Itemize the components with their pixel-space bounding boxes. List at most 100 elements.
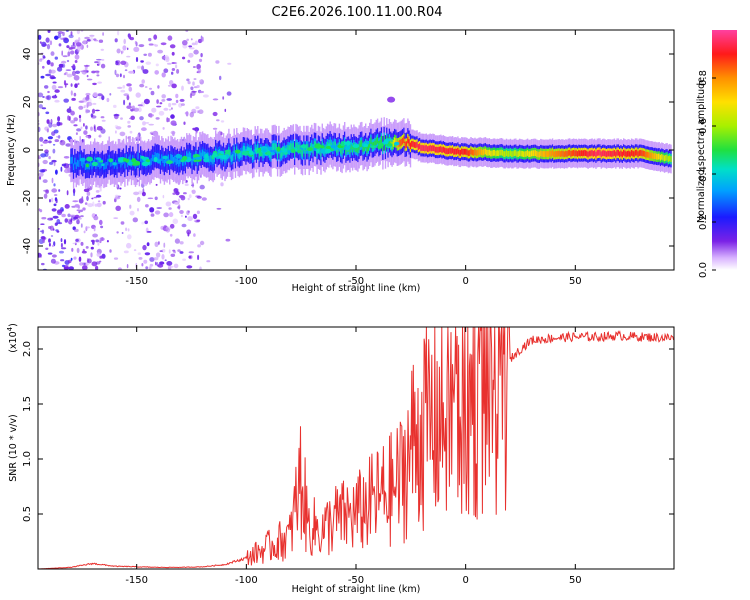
spectrogram-noise-blob xyxy=(73,75,80,81)
spectrogram-noise-blob xyxy=(138,257,143,260)
spectrogram-ridge-cell xyxy=(150,158,152,165)
spectrogram-noise-blob xyxy=(70,50,75,55)
spectrogram-ridge-cell xyxy=(586,150,588,157)
spectrogram-ridge-cell xyxy=(519,150,521,157)
spectrogram-noise-blob xyxy=(167,265,174,268)
spectrogram-blob xyxy=(330,144,336,149)
spectrogram-ridge-cell xyxy=(553,151,555,158)
spectrogram-blob xyxy=(131,158,137,163)
spectrogram-ridge-cell xyxy=(359,140,362,148)
spectrogram-noise-blob xyxy=(50,76,57,79)
spectrogram-noise-blob xyxy=(181,223,187,228)
spectrogram-noise-blob xyxy=(212,111,218,117)
spectrogram-noise-blob xyxy=(106,240,109,243)
spectrogram-noise-blob xyxy=(69,106,71,109)
spectrogram-ridge-cell xyxy=(605,151,608,158)
spectrogram-ridge-cell xyxy=(366,146,368,153)
spectrogram-noise-blob xyxy=(83,104,88,108)
spectrogram-noise-blob xyxy=(100,63,106,69)
spectrogram-noise-blob xyxy=(57,31,64,34)
spectrogram-ridge-cell xyxy=(411,141,413,147)
spectrogram-noise-blob xyxy=(96,252,101,257)
spectrogram-noise-blob xyxy=(126,55,131,58)
spectrogram-noise-blob xyxy=(73,124,78,127)
spectrogram-noise-blob xyxy=(72,188,76,194)
spectrogram-noise-blob xyxy=(83,130,88,136)
spectrogram-noise-blob xyxy=(201,197,207,201)
spectrogram-noise-blob xyxy=(128,34,132,40)
spectrogram-noise-blob xyxy=(190,90,196,97)
spectrogram-ridge-cell xyxy=(513,150,516,156)
spectrogram-ridge-cell xyxy=(140,155,142,162)
spectrogram-ridge-cell xyxy=(408,139,410,146)
spectrogram-blob xyxy=(91,161,98,167)
spectrogram-noise-blob xyxy=(50,51,55,56)
spectrogram-blob xyxy=(156,159,161,164)
spectrogram-noise-blob xyxy=(79,209,83,213)
spectrogram-noise-blob xyxy=(79,118,82,123)
spectrogram-noise-blob xyxy=(178,195,185,199)
snr-xlabel: Height of straight line (km) xyxy=(292,584,421,595)
spectrogram-noise-blob xyxy=(155,63,159,67)
spectrogram-noise-blob xyxy=(148,37,152,42)
spectrogram-noise-blob xyxy=(66,73,73,78)
spectrogram-ridge-cell xyxy=(467,150,470,157)
spectrogram-ridge-cell xyxy=(507,151,509,157)
spectrogram-blob xyxy=(180,159,185,163)
spectrogram-noise-blob xyxy=(90,36,93,42)
spectrogram-noise-blob xyxy=(154,70,159,75)
spectrogram-noise-blob xyxy=(88,135,90,139)
spectrogram-blob xyxy=(370,145,377,149)
spectrogram-noise-blob xyxy=(42,54,45,59)
spectrogram-noise-blob xyxy=(54,139,60,143)
spectrogram-blob xyxy=(117,157,125,163)
spectrogram-ridge-cell xyxy=(72,163,75,171)
spectrogram-axes: -150 -100 -50 0 50 -40 -20 0 20 40 xyxy=(22,30,674,287)
spectrogram-noise-blob xyxy=(89,34,95,37)
spectrogram-noise-blob xyxy=(92,102,97,105)
spectrogram-noise-blob xyxy=(115,126,122,130)
spectrogram-blob xyxy=(291,149,296,153)
spectrogram-ridge-cell xyxy=(536,151,538,157)
x-tick-label: 50 xyxy=(569,575,582,586)
spectrogram-noise-blob xyxy=(172,218,179,225)
spectrogram-noise-blob xyxy=(47,30,51,33)
spectrogram-noise-blob xyxy=(42,238,45,244)
spectrogram-ridge-cell xyxy=(638,150,641,156)
spectrogram-noise-blob xyxy=(70,90,73,96)
spectrogram-noise-blob xyxy=(44,85,49,89)
spectrogram-ridge-cell xyxy=(74,157,76,165)
spectrogram-blob xyxy=(386,143,393,147)
spectrogram-blob xyxy=(314,143,322,149)
spectrogram-noise-blob xyxy=(38,126,41,132)
spectrogram-ridge-cell xyxy=(251,153,254,160)
spectrogram-noise-blob xyxy=(158,110,165,116)
spectrogram-noise-blob xyxy=(57,209,63,214)
spectrogram-ridge-cell xyxy=(170,154,172,161)
spectrogram-blob xyxy=(166,160,173,165)
spectrogram-ridge-cell xyxy=(495,150,497,157)
spectrogram-ridge-cell xyxy=(511,151,513,157)
spectrogram-ridge-cell xyxy=(534,150,537,156)
spectrogram-noise-blob xyxy=(71,97,76,101)
spectrogram-noise-blob xyxy=(148,266,152,270)
spectrogram-noise-blob xyxy=(67,51,71,57)
spectrogram-ridge-cell xyxy=(644,151,646,157)
y-tick-label: 20 xyxy=(22,96,33,109)
spectrogram-noise-blob xyxy=(78,211,81,214)
spectrogram-noise-blob xyxy=(155,252,161,258)
spectrogram-noise-blob xyxy=(52,81,57,84)
spectrogram-noise-blob xyxy=(185,111,189,117)
colorbar-label: Normalized spectral amplitude xyxy=(696,77,707,223)
spectrogram-ridge-cell xyxy=(588,150,591,157)
spectrogram-ridge-cell xyxy=(308,150,310,157)
spectrogram-ridge-cell xyxy=(105,162,108,169)
spectrogram-ridge-cell xyxy=(426,146,429,152)
spectrogram-blob xyxy=(300,144,307,149)
spectrogram-noise-blob xyxy=(170,253,176,257)
spectrogram-ridge-cell xyxy=(84,163,87,170)
snr-multiplier-close: ) xyxy=(8,323,19,327)
spectrogram-noise-blob xyxy=(40,75,45,79)
spectrogram-noise-blob xyxy=(99,237,105,242)
spectrogram-noise-blob xyxy=(133,249,137,252)
